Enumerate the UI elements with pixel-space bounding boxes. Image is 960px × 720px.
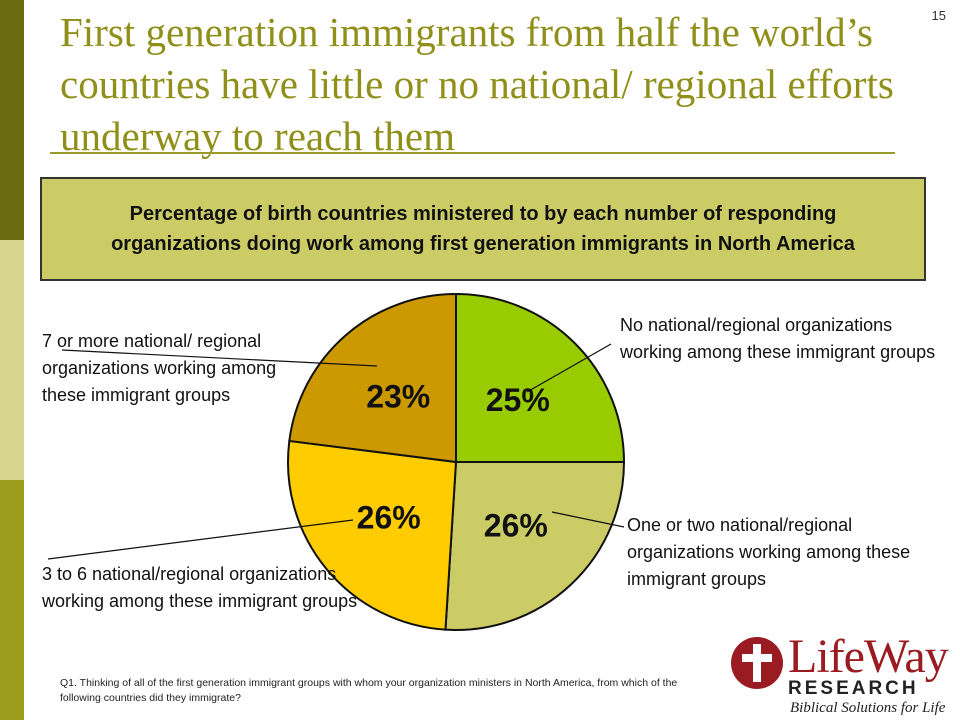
logo-tagline: Biblical Solutions for Life <box>790 700 946 716</box>
leader-line-one-or-two <box>551 511 625 528</box>
slice-no-organizations <box>455 292 626 463</box>
logo-name: LifeWay <box>788 630 949 683</box>
slice-three-to-six <box>287 439 458 631</box>
slide-title: First generation immigrants from half th… <box>60 9 894 159</box>
label-no-organizations: No national/regional organizations worki… <box>620 315 936 362</box>
chart-title-box: Percentage of birth countries ministered… <box>40 177 926 281</box>
pct-label-seven-or-more: 23% <box>366 378 430 414</box>
slice-seven-or-more <box>288 292 457 464</box>
leader-line-seven-or-more <box>61 349 378 367</box>
lifeway-cross-icon <box>731 637 783 689</box>
lifeway-research-logo: LifeWay RESEARCH Biblical Solutions for … <box>728 632 953 718</box>
label-seven-or-more-organizations: 7 or more national/ regional organizatio… <box>42 331 277 405</box>
slide-number: 15 <box>931 8 946 23</box>
side-bar-bottom <box>0 480 24 720</box>
pct-label-one-or-two: 26% <box>484 508 548 544</box>
side-bar-top <box>0 0 24 240</box>
label-three-to-six-organizations: 3 to 6 national/regional organizations w… <box>42 564 358 611</box>
pct-label-no-organizations: 25% <box>486 382 550 418</box>
leader-line-three-to-six <box>47 519 354 560</box>
footnote: Q1. Thinking of all of the first generat… <box>60 677 678 704</box>
label-one-or-two-organizations: One or two national/regional organizatio… <box>627 515 911 589</box>
pct-label-three-to-six: 26% <box>357 500 421 536</box>
leader-line-no-organizations <box>526 343 612 393</box>
slice-one-or-two <box>444 461 626 632</box>
chart-title: Percentage of birth countries ministered… <box>111 203 855 255</box>
logo-division: RESEARCH <box>788 678 919 699</box>
side-bar-middle <box>0 240 24 480</box>
title-underline <box>50 152 895 154</box>
